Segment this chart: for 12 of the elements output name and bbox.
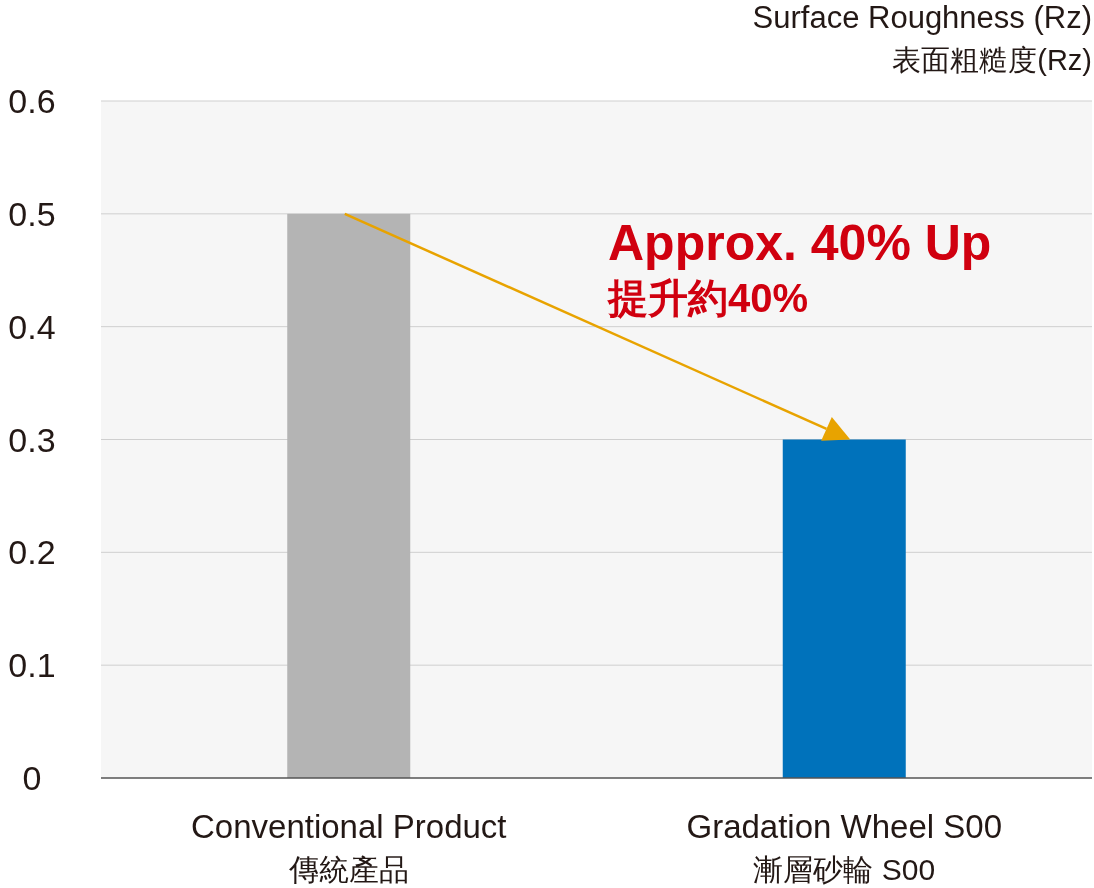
y-tick-label: 0.4	[8, 307, 56, 346]
x-tick-label: Conventional Product 傳統產品	[190, 808, 507, 886]
y-tick-label: 0	[22, 759, 42, 797]
y-axis-title: Surface Roughness (Rz) 表面粗糙度(Rz)	[752, 0, 1092, 76]
x-tick-label: Gradation Wheel S00 漸層砂輪 S00	[686, 808, 1003, 886]
annotation: Approx. 40% Up	[608, 215, 992, 271]
y-tick-label: 0.2	[8, 533, 56, 572]
y-tick-label: 0.6	[8, 82, 56, 120]
annotation: 提升約40%	[607, 276, 809, 320]
y-tick-label: 0.3	[8, 420, 56, 459]
y-tick-label: 0.1	[8, 646, 56, 685]
y-tick-label: 0.5	[8, 194, 56, 233]
